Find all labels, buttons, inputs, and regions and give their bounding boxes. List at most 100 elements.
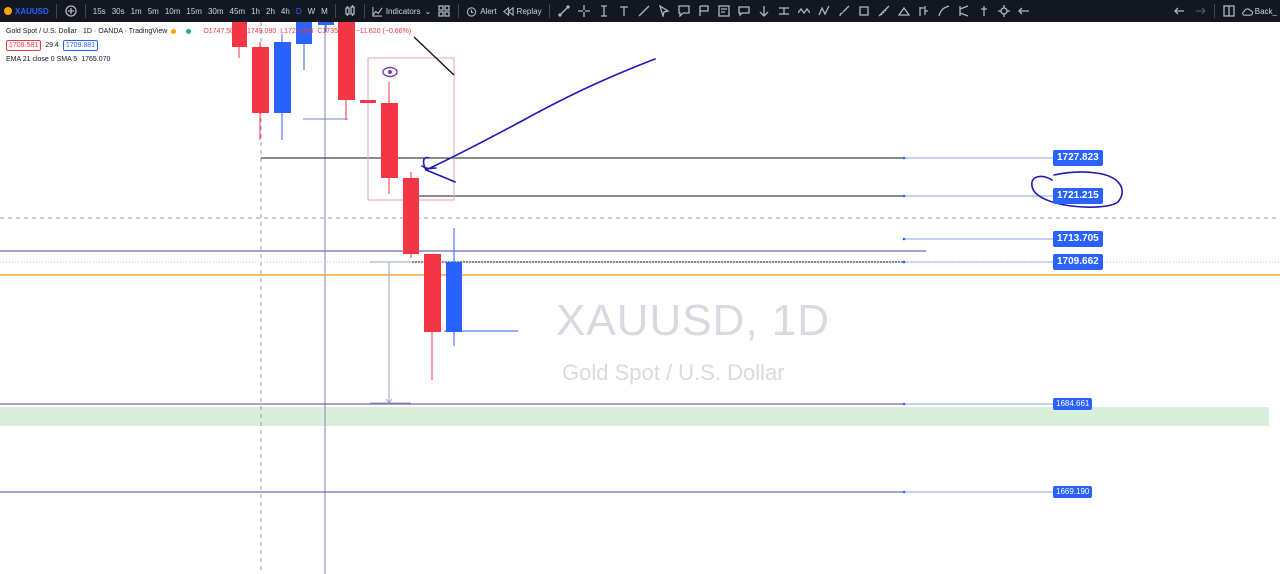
candle[interactable] — [446, 228, 462, 346]
crosshair-target-tool[interactable] — [994, 0, 1014, 22]
watermark-symbol: XAUUSD, 1D — [556, 296, 831, 345]
arrow-marker-icon — [759, 6, 769, 17]
ruler-tool[interactable] — [874, 0, 894, 22]
redo-button[interactable] — [1190, 0, 1210, 22]
arrow-marker-tool[interactable] — [754, 0, 774, 22]
compare-add-button[interactable] — [61, 0, 81, 22]
replay-icon — [502, 6, 514, 16]
legend-open: O1747.500 — [203, 28, 238, 35]
curve-tool[interactable] — [934, 0, 954, 22]
price-label-1684[interactable]: 1684.661 — [1053, 398, 1093, 410]
candle[interactable] — [381, 82, 398, 194]
alert-button[interactable]: Alert — [463, 0, 499, 22]
timeframe-m[interactable]: M — [321, 6, 328, 16]
cloud-save-button[interactable]: Back_ — [1239, 0, 1280, 22]
price-label-1713[interactable]: 1713.705 — [1053, 231, 1103, 247]
replay-button[interactable]: Replay — [500, 0, 545, 22]
anchor-dot[interactable] — [902, 490, 906, 494]
trend-line-tool[interactable] — [554, 0, 574, 22]
market-status-icon — [171, 29, 177, 34]
bars-pattern-tool[interactable] — [914, 0, 934, 22]
flag-icon — [698, 5, 709, 16]
target-icon — [997, 5, 1010, 17]
candle[interactable] — [403, 172, 419, 258]
chart-canvas[interactable] — [0, 22, 1280, 574]
indicator-name[interactable]: EMA 21 close 0 SMA 5 — [6, 56, 78, 63]
price-label-1709[interactable]: 1709.662 — [1053, 254, 1103, 270]
legend-indicator-row: EMA 21 close 0 SMA 5 1765.070 — [6, 54, 415, 65]
eye-icon[interactable] — [382, 66, 398, 78]
spread-value: 29.4 — [45, 42, 59, 49]
anchor-dot[interactable] — [902, 237, 906, 241]
price-range-tool[interactable] — [774, 0, 794, 22]
timeframe-30s[interactable]: 30s — [111, 6, 125, 16]
candle[interactable] — [252, 42, 269, 140]
cursor-tool[interactable] — [654, 0, 674, 22]
zigzag-tool[interactable] — [814, 0, 834, 22]
timeframe-15s[interactable]: 15s — [92, 6, 106, 16]
timeframe-10m[interactable]: 10m — [164, 6, 181, 16]
brush-tool[interactable] — [834, 0, 854, 22]
flag-tool[interactable] — [694, 0, 714, 22]
fork-tool[interactable] — [954, 0, 974, 22]
brush-icon — [838, 5, 850, 17]
crosshair-tool[interactable] — [574, 0, 594, 22]
ray-tool[interactable] — [634, 0, 654, 22]
timeframe-d[interactable]: D — [295, 6, 302, 16]
buy-price-button[interactable]: 1709.881 — [62, 40, 99, 51]
back-arrow-tool[interactable] — [1014, 0, 1034, 22]
anchor-dot[interactable] — [902, 260, 906, 264]
cursor-arrow-icon — [658, 5, 670, 17]
sell-price-button[interactable]: 1709.581 — [6, 40, 42, 51]
rectangle-tool[interactable] — [854, 0, 874, 22]
undo-button[interactable] — [1170, 0, 1190, 22]
candle[interactable] — [318, 22, 334, 32]
comment-tool[interactable] — [734, 0, 754, 22]
timeframe-1m[interactable]: 1m — [130, 6, 142, 16]
price-label-1669[interactable]: 1669.190 — [1053, 486, 1093, 498]
brush-circle-drawing[interactable] — [1031, 171, 1123, 208]
text-tool[interactable] — [614, 0, 634, 22]
projection-tool[interactable] — [894, 0, 914, 22]
chart-pane[interactable]: XAUUSD, 1D Gold Spot / U.S. Dollar 1727.… — [0, 22, 1280, 574]
price-label-1721[interactable]: 1721.215 — [1053, 188, 1103, 204]
timeframe-45m[interactable]: 45m — [229, 6, 246, 16]
anchor-dot[interactable] — [902, 194, 906, 198]
brush-arrow-drawing[interactable] — [421, 58, 656, 183]
note-icon — [717, 5, 730, 17]
wave-tool[interactable] — [794, 0, 814, 22]
anchor-dot[interactable] — [902, 402, 906, 406]
timeframe-2h[interactable]: 2h — [266, 6, 275, 16]
vertical-line-tool[interactable] — [594, 0, 614, 22]
candle[interactable] — [424, 254, 441, 380]
timeframe-w[interactable]: W — [307, 6, 316, 16]
demand-zone[interactable] — [0, 407, 1269, 426]
timeframe-5m[interactable]: 5m — [147, 6, 159, 16]
symbol-search-button[interactable]: XAUUSD — [0, 0, 52, 22]
timeframe-15m[interactable]: 15m — [186, 6, 202, 16]
candle[interactable] — [232, 22, 247, 58]
plus-circle-icon — [65, 5, 77, 17]
anchor-dot[interactable] — [902, 156, 906, 160]
black-trend-line[interactable] — [413, 36, 455, 76]
chart-type-button[interactable] — [340, 0, 360, 22]
note-tool[interactable] — [714, 0, 734, 22]
wave-icon — [797, 7, 810, 15]
candle[interactable] — [360, 100, 376, 103]
layouts-button[interactable] — [434, 0, 454, 22]
indicators-label: Indicators — [385, 6, 421, 16]
ray-icon — [638, 5, 650, 17]
timeframe-30m[interactable]: 30m — [207, 6, 224, 16]
timeframe-4h[interactable]: 4h — [280, 6, 290, 16]
candle[interactable] — [338, 22, 355, 120]
anchor-tool[interactable] — [974, 0, 994, 22]
ruler-icon — [878, 5, 890, 17]
price-label-1727[interactable]: 1727.823 — [1053, 150, 1103, 166]
candle[interactable] — [274, 34, 291, 140]
legend-title[interactable]: Gold Spot / U.S. Dollar · 1D · OANDA · T… — [6, 28, 168, 35]
timeframe-1h[interactable]: 1h — [251, 6, 260, 16]
indicators-button[interactable]: Indicators ⌄ — [369, 0, 434, 22]
layout-button[interactable] — [1219, 0, 1239, 22]
candle[interactable] — [296, 22, 312, 70]
callout-tool[interactable] — [674, 0, 694, 22]
